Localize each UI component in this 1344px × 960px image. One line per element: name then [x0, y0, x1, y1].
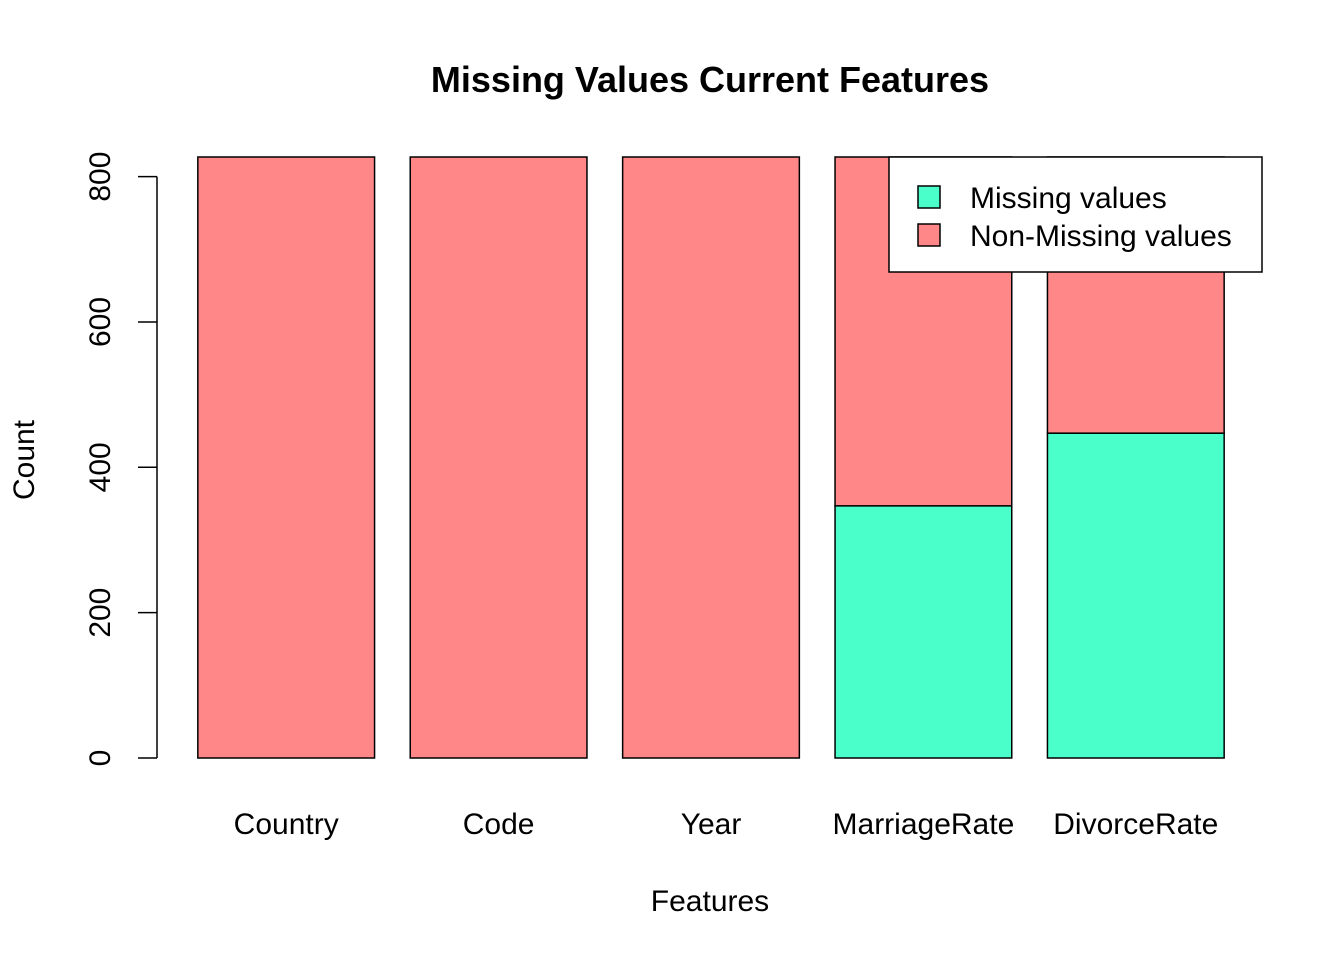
- bar-segment: [197, 156, 376, 759]
- legend-swatch: [917, 185, 941, 209]
- legend-label: Missing values: [970, 182, 1167, 215]
- legend-box: [888, 156, 1263, 273]
- y-axis: 0 200 400 600 800: [84, 152, 158, 767]
- y-tick-label: 200: [84, 588, 117, 638]
- y-tick-label: 600: [84, 297, 117, 347]
- bar-segment: [409, 156, 588, 759]
- x-tick-label: Country: [234, 808, 339, 841]
- x-tick-label: MarriageRate: [833, 808, 1015, 841]
- bar-segment: [621, 156, 801, 759]
- y-tick-label: 800: [84, 152, 117, 202]
- x-tick-labels: Country Code Year MarriageRate DivorceRate: [234, 808, 1219, 841]
- legend-swatch: [917, 223, 941, 247]
- legend: Missing values Non-Missing values: [888, 156, 1263, 273]
- legend-label: Non-Missing values: [970, 220, 1232, 253]
- bar-segment: [834, 505, 1013, 759]
- y-axis-title: Count: [8, 419, 41, 500]
- x-tick-label: Year: [681, 808, 742, 841]
- x-tick-label: DivorceRate: [1053, 808, 1218, 841]
- x-axis-title: Features: [651, 885, 769, 918]
- y-tick-label: 400: [84, 442, 117, 492]
- y-tick-label: 0: [84, 750, 117, 767]
- bar-segment: [1046, 432, 1225, 759]
- x-tick-label: Code: [463, 808, 535, 841]
- chart-title: Missing Values Current Features: [431, 59, 989, 100]
